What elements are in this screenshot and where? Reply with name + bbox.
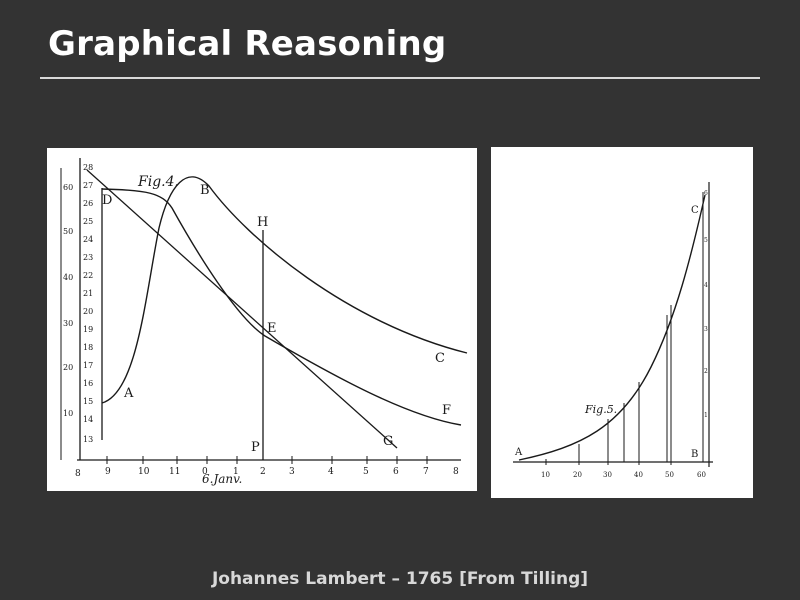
fig4-x-tick-8b: 8 — [453, 467, 459, 477]
fig4-x-tick-10: 10 — [138, 467, 150, 477]
title-divider — [40, 77, 760, 79]
fig4-left-scale-30: 30 — [63, 319, 73, 328]
lambert-figure-5: A B C Fig.5. 10 20 30 40 50 60 6 5 4 3 2… — [491, 147, 753, 498]
lambert-figure-4: A B C D E F G H P Fig.4. 6.Janv. 60 50 4… — [47, 148, 477, 491]
fig4-inner-scale-15: 15 — [83, 397, 93, 406]
fig4-date-label: 6.Janv. — [202, 472, 242, 486]
fig4-inner-scale-14: 14 — [83, 415, 93, 424]
fig4-x-tick-5: 5 — [363, 467, 369, 477]
fig5-x-tick-60: 60 — [697, 471, 706, 479]
fig5-right-scale-6: 6 — [704, 190, 708, 197]
fig4-x-tick-11: 11 — [169, 467, 180, 477]
fig5-x-tick-10: 10 — [541, 471, 550, 479]
fig4-x-tick-2: 2 — [260, 467, 266, 477]
fig5-x-tick-50: 50 — [665, 471, 674, 479]
slide-caption: Johannes Lambert – 1765 [From Tilling] — [211, 569, 589, 589]
fig4-inner-scale-23: 23 — [83, 253, 93, 262]
fig5-curve-ac — [518, 194, 706, 461]
fig4-inner-scale-28: 28 — [83, 163, 93, 172]
fig4-inner-scale-18: 18 — [83, 343, 93, 352]
fig4-inner-scale-24: 24 — [83, 235, 93, 244]
fig4-label-d: D — [102, 193, 112, 208]
fig4-left-scale-60: 60 — [63, 183, 73, 192]
slide-title: Graphical Reasoning — [48, 24, 447, 64]
fig4-x-tick-7: 7 — [423, 467, 429, 477]
fig4-inner-scale-17: 17 — [83, 361, 93, 370]
figure-4-drawing: A B C D E F G H P Fig.4. 6.Janv. 60 50 4… — [60, 158, 468, 486]
fig4-line-g — [86, 169, 398, 449]
fig4-label-e: E — [267, 321, 277, 336]
figure-5-drawing: A B C Fig.5. 10 20 30 40 50 60 6 5 4 3 2… — [513, 182, 713, 479]
fig4-label-a: A — [123, 386, 134, 401]
fig5-label-a: A — [514, 447, 523, 458]
fig4-label-h: H — [257, 215, 268, 230]
fig5-right-scale-4: 4 — [704, 282, 708, 289]
fig4-x-tick-9: 9 — [105, 467, 111, 477]
fig5-figure-label: Fig.5. — [584, 403, 617, 416]
fig5-x-tick-20: 20 — [573, 471, 582, 479]
fig4-label-f: F — [442, 403, 451, 418]
fig4-left-scale-10: 10 — [63, 409, 73, 418]
fig5-label-c: C — [691, 205, 699, 216]
fig5-right-scale-1: 1 — [704, 412, 708, 419]
fig4-label-g: G — [383, 434, 393, 449]
fig4-left-scale-20: 20 — [63, 363, 73, 372]
fig4-x-tick-8a: 8 — [75, 469, 81, 479]
fig4-x-tick-6: 6 — [393, 467, 399, 477]
fig4-inner-scale-27: 27 — [83, 181, 93, 190]
fig4-x-tick-3: 3 — [289, 467, 295, 477]
fig5-right-scale-3: 3 — [704, 326, 708, 333]
fig5-right-scale-2: 2 — [704, 368, 708, 375]
fig4-inner-scale-16: 16 — [83, 379, 93, 388]
fig4-x-tick-0: 0 — [202, 467, 208, 477]
fig5-x-tick-40: 40 — [634, 471, 643, 479]
fig4-left-scale-50: 50 — [63, 227, 73, 236]
fig4-curve-def — [101, 188, 462, 426]
fig4-x-tick-4: 4 — [328, 467, 334, 477]
fig4-inner-scale-26: 26 — [83, 199, 93, 208]
fig4-figure-label: Fig.4. — [137, 174, 179, 190]
fig4-label-p: P — [251, 440, 260, 455]
fig4-inner-scale-13: 13 — [83, 435, 93, 444]
fig5-right-scale-5: 5 — [704, 237, 708, 244]
fig4-left-scale-40: 40 — [63, 273, 73, 282]
fig4-label-c: C — [435, 351, 445, 366]
fig4-inner-scale-21: 21 — [83, 289, 93, 298]
fig4-inner-scale-19: 19 — [83, 325, 93, 334]
fig5-label-b: B — [691, 449, 698, 460]
fig5-x-tick-30: 30 — [603, 471, 612, 479]
fig4-x-tick-1: 1 — [233, 467, 239, 477]
fig4-inner-scale-22: 22 — [83, 271, 93, 280]
fig4-inner-scale-20: 20 — [83, 307, 93, 316]
fig4-label-b: B — [200, 183, 210, 198]
fig4-curve-abc — [101, 176, 468, 404]
fig4-inner-scale-25: 25 — [83, 217, 93, 226]
